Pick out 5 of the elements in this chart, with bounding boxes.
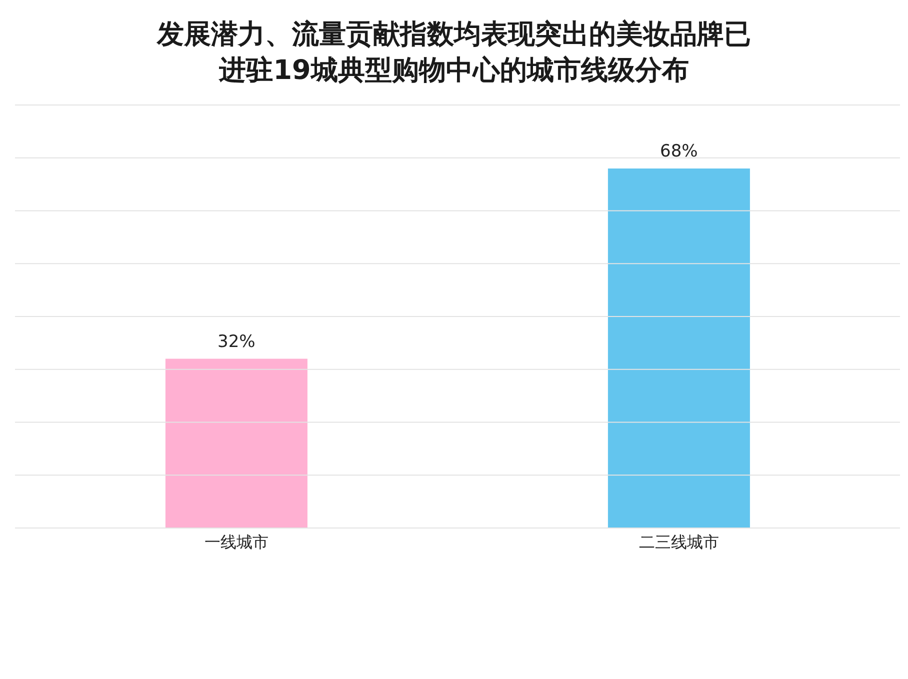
x-tick-label: 一线城市: [204, 532, 268, 552]
data-label: 68%: [660, 141, 698, 162]
x-tick-label: 二三线城市: [638, 532, 719, 552]
data-label: 32%: [218, 332, 256, 352]
chart-title: 发展潜力、流量贡献指数均表现突出的美妆品牌已进驻19城典型购物中心的城市线级分布: [156, 18, 752, 88]
